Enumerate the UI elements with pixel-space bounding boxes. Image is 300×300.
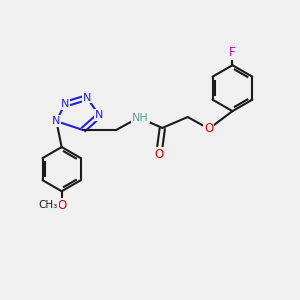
Text: N: N (52, 116, 61, 126)
Text: N: N (60, 99, 69, 110)
Text: O: O (204, 122, 214, 135)
Text: N: N (95, 110, 103, 120)
Text: NH: NH (132, 112, 149, 123)
Text: O: O (154, 148, 164, 161)
Text: F: F (229, 46, 236, 59)
Text: N: N (82, 93, 91, 103)
Text: O: O (57, 199, 66, 212)
Text: CH₃: CH₃ (39, 200, 58, 210)
